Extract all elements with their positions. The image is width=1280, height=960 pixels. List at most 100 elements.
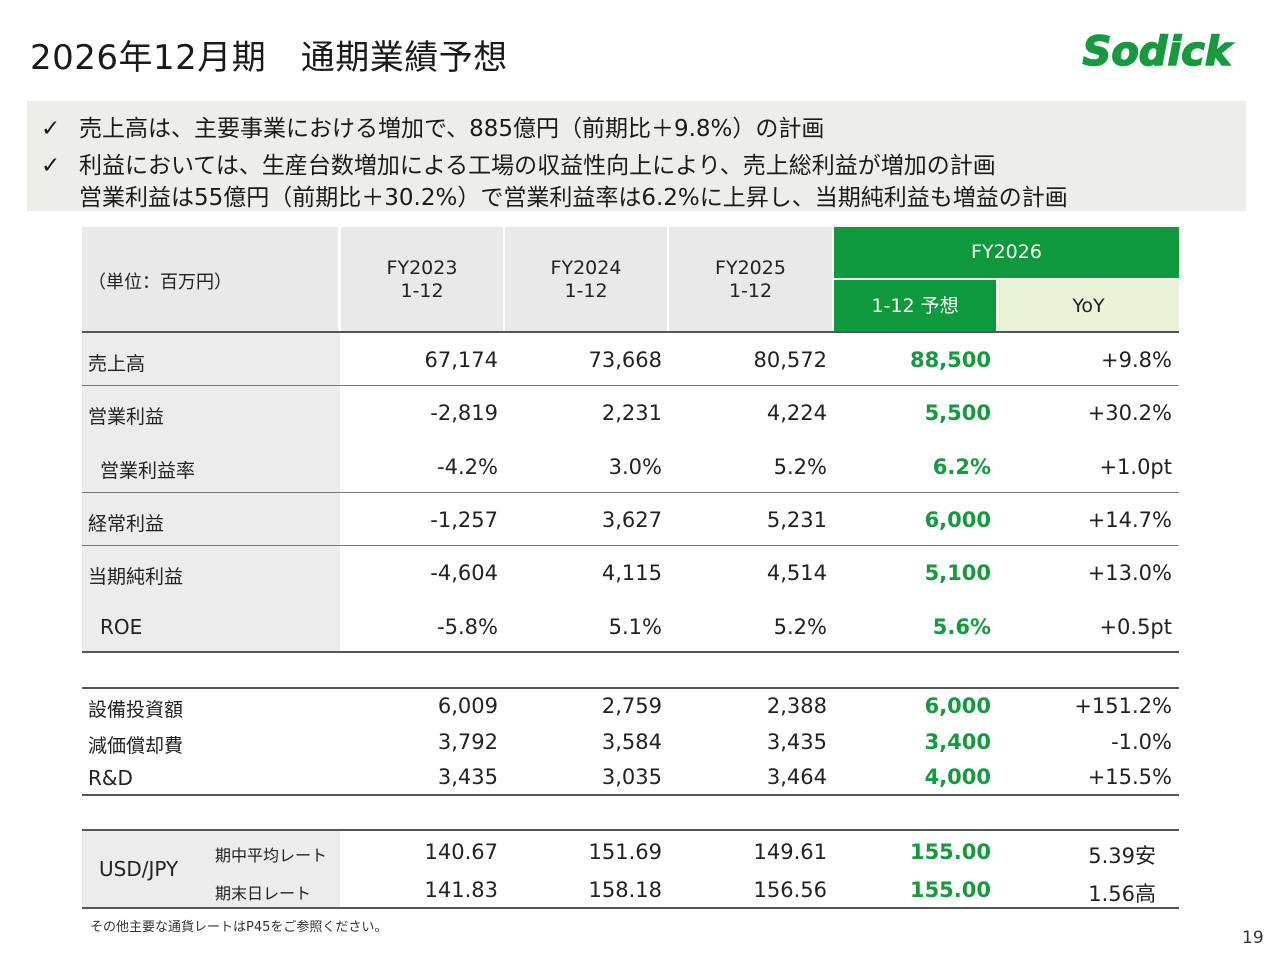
cell-forecast: 6.2% — [932, 455, 991, 479]
divider — [82, 492, 1179, 493]
fy2025-year: FY2025 — [715, 257, 786, 279]
yoy-header: YoY — [1072, 295, 1105, 317]
row-label: 減価償却費 — [88, 735, 184, 757]
cell-fy2024: 151.69 — [588, 840, 662, 864]
forecast-period-cell — [834, 280, 996, 331]
divider — [82, 651, 1179, 653]
footnote: その他主要な通貨レートはP45をご参照ください。 — [90, 920, 388, 935]
cell-forecast: 5.6% — [932, 615, 991, 639]
cell-fy2025: 4,224 — [766, 401, 827, 425]
row-label: 売上高 — [88, 353, 146, 375]
row-label: 営業利益率 — [100, 460, 196, 482]
cell-fy2025: 5,231 — [766, 508, 827, 532]
row-label: 経常利益 — [88, 513, 165, 535]
bullet-1-text: 売上高は、主要事業における増加で、885億円（前期比＋9.8%）の計画 — [79, 116, 825, 142]
page-number: 19 — [1242, 928, 1264, 948]
cell-yoy: +15.5% — [1087, 765, 1172, 789]
fy2024-header: FY2024 1-12 — [505, 257, 667, 303]
divider — [82, 907, 1179, 909]
yoy-header-cell — [998, 280, 1179, 331]
bullet-2-text: 利益においては、生産台数増加による工場の収益性向上により、売上総利益が増加の計画 — [79, 153, 996, 179]
cell-fy2023: 3,435 — [437, 765, 498, 789]
fy2024-year: FY2024 — [550, 257, 622, 279]
cell-forecast: 5,500 — [924, 401, 991, 425]
fy2023-header-cell — [341, 227, 503, 331]
cell-fy2024: 4,115 — [601, 561, 662, 585]
sodick-logo: Sodick — [1082, 30, 1235, 74]
fy2023-period: 1-12 — [400, 280, 444, 302]
cell-fy2023: 67,174 — [424, 348, 498, 372]
cell-fy2023: 141.83 — [424, 878, 498, 902]
cell-forecast: 155.00 — [909, 840, 991, 864]
cell-forecast: 155.00 — [909, 878, 991, 902]
cell-fy2025: 4,514 — [766, 561, 827, 585]
row-label: 営業利益 — [88, 406, 165, 428]
page-title: 2026年12月期 通期業績予想 — [30, 38, 508, 78]
cell-yoy: 1.56高 — [1088, 882, 1156, 906]
cell-fy2025: 5.2% — [773, 455, 827, 479]
cell-yoy: +151.2% — [1074, 694, 1172, 718]
row-label: ROE — [100, 615, 143, 639]
cell-forecast: 6,000 — [924, 694, 991, 718]
cell-fy2024: 2,231 — [601, 401, 662, 425]
check-icon: ✓ — [41, 153, 61, 179]
unit-header-cell — [82, 227, 338, 331]
logo-text: Sodick — [1083, 30, 1234, 74]
cell-yoy: +1.0pt — [1099, 455, 1172, 479]
cell-forecast: 3,400 — [924, 730, 991, 754]
cell-fy2025: 80,572 — [753, 348, 827, 372]
cell-fy2024: 5.1% — [608, 615, 662, 639]
cell-yoy: +14.7% — [1087, 508, 1172, 532]
cell-fy2024: 3,627 — [601, 508, 662, 532]
fy2025-period: 1-12 — [728, 280, 773, 302]
cell-fy2024: 3,035 — [601, 765, 662, 789]
fy2023-header: FY2023 1-12 — [341, 257, 503, 303]
cell-fy2023: -5.8% — [437, 615, 498, 639]
unit-label: （単位：百万円） — [88, 272, 232, 293]
cell-fy2025: 3,435 — [766, 730, 827, 754]
summary-box: ✓ 売上高は、主要事業における増加で、885億円（前期比＋9.8%）の計画 ✓ 利益… — [27, 101, 1246, 211]
cell-fy2024: 73,668 — [588, 348, 662, 372]
row-label: 期末日レート — [215, 884, 312, 903]
fy2024-period: 1-12 — [564, 280, 608, 302]
cell-fy2024: 3.0% — [608, 455, 662, 479]
check-icon: ✓ — [41, 116, 61, 142]
row-label: R&D — [88, 766, 133, 790]
cell-forecast: 5,100 — [924, 561, 991, 585]
cell-fy2025: 156.56 — [753, 878, 827, 902]
cell-fy2024: 158.18 — [588, 878, 662, 902]
fx-label: USD/JPY — [99, 857, 179, 881]
divider — [82, 385, 1179, 386]
cell-fy2023: 140.67 — [424, 840, 498, 864]
cell-fy2024: 3,584 — [601, 730, 662, 754]
cell-fy2024: 2,759 — [601, 694, 662, 718]
cell-fy2023: -4.2% — [437, 455, 498, 479]
cell-fy2023: -1,257 — [430, 508, 498, 532]
bullet-1: ✓ 売上高は、主要事業における増加で、885億円（前期比＋9.8%）の計画 — [41, 109, 824, 143]
cell-fy2025: 149.61 — [753, 840, 827, 864]
divider — [82, 331, 1179, 333]
cell-yoy: 5.39安 — [1088, 844, 1156, 868]
divider — [82, 687, 1179, 689]
cell-yoy: +0.5pt — [1099, 615, 1172, 639]
cell-fy2023: -4,604 — [430, 561, 498, 585]
cell-forecast: 88,500 — [909, 348, 991, 372]
row-label: 当期純利益 — [88, 566, 184, 588]
fy2023-year: FY2023 — [386, 257, 458, 279]
fy2025-header: FY2025 1-12 — [669, 257, 832, 303]
bullet-2: ✓ 利益においては、生産台数増加による工場の収益性向上により、売上総利益が増加の計… — [41, 146, 996, 180]
cell-fy2023: 6,009 — [437, 694, 498, 718]
cell-yoy: -1.0% — [1111, 730, 1172, 754]
cell-fy2023: -2,819 — [430, 401, 498, 425]
cell-yoy: +30.2% — [1087, 401, 1172, 425]
fx-label-column — [82, 829, 340, 907]
forecast-period: 1-12 予想 — [871, 295, 959, 317]
cell-forecast: 6,000 — [924, 508, 991, 532]
cell-fy2025: 2,388 — [766, 694, 827, 718]
fy2025-header-cell — [669, 227, 832, 331]
cell-yoy: +9.8% — [1101, 348, 1172, 372]
bullet-2-text-cont: 営業利益は55億円（前期比＋30.2%）で営業利益率は6.2%に上昇し、当期純利… — [79, 185, 1068, 211]
divider — [82, 794, 1179, 796]
fy2024-header-cell — [505, 227, 667, 331]
cell-fy2023: 3,792 — [437, 730, 498, 754]
